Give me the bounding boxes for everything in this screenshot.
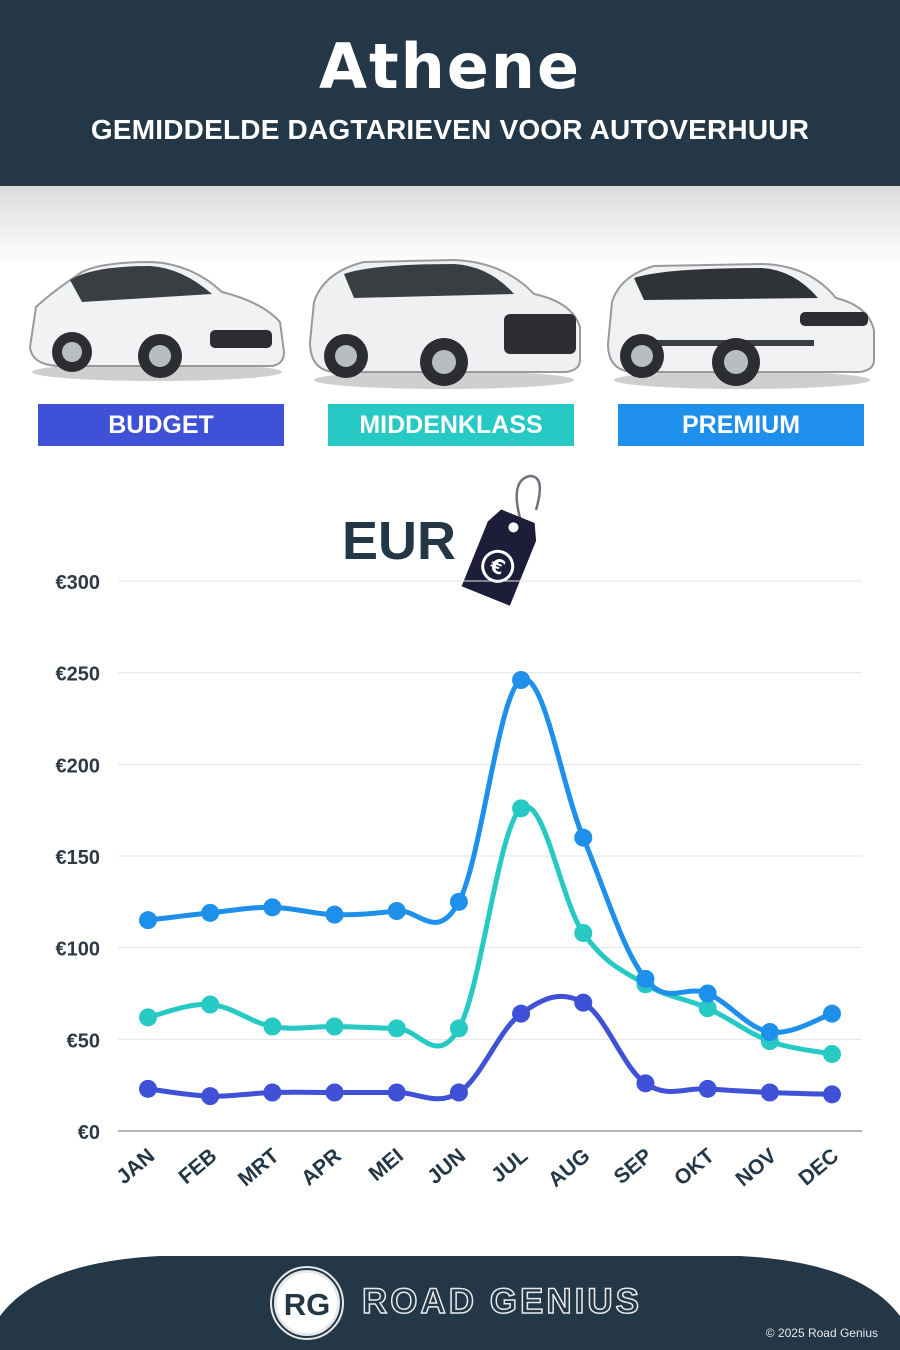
data-point-premium <box>263 898 282 917</box>
data-point-premium <box>574 828 593 847</box>
data-point-budget <box>139 1079 157 1098</box>
x-tick-label: MRT <box>234 1144 284 1191</box>
data-point-premium <box>449 892 468 911</box>
data-point-middenklass <box>263 1017 282 1036</box>
data-point-middenklass <box>449 1019 468 1038</box>
y-tick-label: €100 <box>56 939 101 961</box>
data-point-budget <box>512 1004 531 1023</box>
midsize-suv-icon <box>308 258 581 389</box>
badge-budget: BUDGET <box>38 404 284 446</box>
y-tick-label: €50 <box>67 1030 100 1052</box>
x-tick-label: JUN <box>423 1144 470 1189</box>
data-point-premium <box>823 1004 841 1023</box>
copyright: © 2025 Road Genius <box>765 1326 878 1340</box>
data-point-premium <box>698 984 717 1003</box>
data-point-budget <box>201 1087 220 1106</box>
x-tick-label: OKT <box>670 1144 719 1190</box>
data-point-middenklass <box>698 999 717 1018</box>
data-point-budget <box>387 1083 406 1102</box>
data-point-premium <box>201 903 220 922</box>
road-genius-logo: RG <box>274 1270 340 1336</box>
brand-name: ROAD GENIUS <box>361 1281 642 1322</box>
data-point-budget <box>263 1083 282 1102</box>
budget-car-icon <box>28 260 286 381</box>
x-tick-label: AUG <box>544 1144 595 1192</box>
x-tick-label: MEI <box>365 1144 408 1186</box>
data-point-middenklass <box>387 1019 406 1038</box>
data-point-premium <box>325 905 344 924</box>
data-point-middenklass <box>325 1017 344 1036</box>
data-point-middenklass <box>139 1008 157 1027</box>
page-subtitle: GEMIDDELDE DAGTARIEVEN VOOR AUTOVERHUUR <box>90 114 810 145</box>
data-point-middenklass <box>574 924 593 942</box>
line-chart: €0 €50 €100 €150 €200 €250 €300 JAN FEB MRT APR MEI… <box>56 572 862 1192</box>
y-tick-label: €0 <box>78 1122 100 1144</box>
data-point-budget <box>325 1083 344 1102</box>
x-tick-label: FEB <box>174 1144 221 1189</box>
currency-label: EUR <box>342 511 457 571</box>
header: Athene GEMIDDELDE DAGTARIEVEN VOOR AUTOV… <box>0 0 900 186</box>
x-tick-label: SEP <box>610 1144 657 1189</box>
x-tick-label: JUL <box>487 1144 532 1187</box>
logo-ring <box>270 1266 344 1340</box>
header-fade <box>0 186 900 266</box>
data-point-budget <box>760 1083 779 1102</box>
data-point-budget <box>698 1079 717 1098</box>
data-point-budget <box>636 1074 655 1093</box>
x-tick-label: JAN <box>112 1144 159 1189</box>
badge-middenklass: MIDDENKLASS <box>328 404 574 446</box>
data-point-premium <box>760 1023 779 1041</box>
x-tick-label: APR <box>297 1144 346 1190</box>
data-point-middenklass <box>512 799 531 818</box>
footer-background <box>0 1256 900 1350</box>
data-point-premium <box>139 911 157 930</box>
y-tick-label: €150 <box>56 847 101 869</box>
data-point-premium <box>387 902 406 920</box>
series-line-middenklass <box>145 804 835 1057</box>
series-line-budget <box>145 993 835 1102</box>
euro-price-tag-icon: € <box>461 474 542 606</box>
badge-premium: PREMIUM <box>618 404 864 446</box>
x-tick-label: DEC <box>794 1144 843 1190</box>
page-title: Athene <box>319 30 581 103</box>
y-tick-label: €200 <box>56 755 101 777</box>
data-point-premium <box>512 671 531 689</box>
data-point-middenklass <box>823 1045 841 1063</box>
data-point-budget <box>449 1083 468 1102</box>
y-tick-label: €300 <box>56 572 101 594</box>
y-tick-label: €250 <box>56 664 101 686</box>
data-point-budget <box>574 993 593 1012</box>
data-point-budget <box>823 1085 841 1104</box>
premium-suv-icon <box>606 262 875 389</box>
data-point-premium <box>636 969 655 988</box>
data-point-middenklass <box>201 995 220 1014</box>
x-tick-label: NOV <box>731 1144 781 1191</box>
